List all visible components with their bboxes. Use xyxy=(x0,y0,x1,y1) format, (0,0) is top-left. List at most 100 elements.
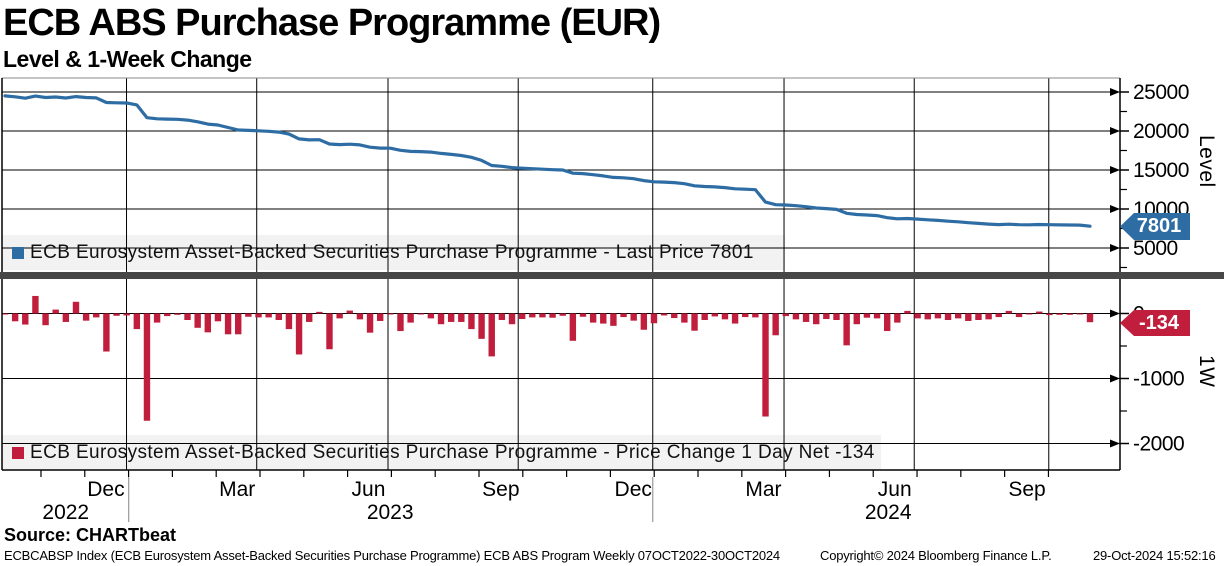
change-bar xyxy=(752,313,759,318)
tick-arrowhead xyxy=(1110,166,1120,174)
change-bar xyxy=(245,313,252,317)
footer-copyright: Copyright© 2024 Bloomberg Finance L.P. xyxy=(820,548,1052,563)
x-month-label: Jun xyxy=(878,478,912,501)
x-month-label: Dec xyxy=(615,478,652,501)
change-bar xyxy=(275,313,282,320)
change-bar xyxy=(721,313,729,320)
change-bar xyxy=(529,313,536,318)
change-bar xyxy=(681,313,688,323)
change-bar xyxy=(802,313,810,322)
change-bar xyxy=(488,313,495,357)
x-month-label: Sep xyxy=(482,478,519,501)
x-month-label: Dec xyxy=(87,478,124,501)
y-tick-label: 5000 xyxy=(1133,237,1178,260)
change-bar xyxy=(579,313,587,317)
tick-arrowhead xyxy=(1110,244,1120,252)
last-change-tag: -134 xyxy=(1120,310,1190,336)
footer-descriptor: ECBCABSP Index (ECB Eurosystem Asset-Bac… xyxy=(4,548,780,563)
page-title: ECB ABS Purchase Programme (EUR) xyxy=(3,2,661,44)
change-bar xyxy=(1056,313,1063,315)
tick-arrowhead xyxy=(1110,127,1120,135)
panel-divider[interactable] xyxy=(0,272,1224,279)
change-bar xyxy=(518,313,526,320)
change-bar xyxy=(336,313,343,319)
y-tick-label: 15000 xyxy=(1133,159,1189,182)
change-legend-label: ECB Eurosystem Asset-Backed Securities P… xyxy=(30,442,875,463)
change-bar xyxy=(944,313,952,320)
change-bar xyxy=(153,313,161,323)
change-bar xyxy=(853,313,860,325)
y-tick-label: 25000 xyxy=(1133,81,1189,104)
change-bar xyxy=(204,313,212,333)
change-bar xyxy=(174,313,181,315)
change-bar xyxy=(458,313,465,322)
change-bar xyxy=(539,313,546,318)
change-bar xyxy=(559,313,566,316)
tick-arrowhead xyxy=(1110,88,1120,96)
change-bar xyxy=(123,313,130,316)
change-bar xyxy=(671,313,678,319)
y-tick-label: 20000 xyxy=(1133,120,1189,143)
tick-arrowhead xyxy=(1110,374,1120,383)
change-bar xyxy=(660,313,668,316)
change-bar xyxy=(255,313,262,318)
change-bar xyxy=(427,313,435,319)
change-bar xyxy=(813,313,820,325)
top-legend-band xyxy=(2,235,785,270)
x-month-label: Jun xyxy=(352,478,386,501)
change-bar xyxy=(32,295,39,314)
change-bar xyxy=(326,313,333,350)
change-bar xyxy=(447,313,455,322)
change-bar xyxy=(630,313,637,321)
x-year-label: 2024 xyxy=(865,501,912,524)
change-bar xyxy=(498,313,506,320)
level-line xyxy=(3,94,1092,228)
change-bar xyxy=(397,313,404,332)
change-bar xyxy=(772,313,779,336)
top-panel-legend[interactable]: ECB Eurosystem Asset-Backed Securities P… xyxy=(12,242,754,264)
change-bar xyxy=(356,313,364,320)
change-bar xyxy=(792,313,800,320)
change-bar xyxy=(376,313,384,321)
change-bar xyxy=(72,301,80,314)
change-bar xyxy=(224,313,232,335)
change-bar xyxy=(113,313,120,316)
footer-datetime: 29-Oct-2024 15:52:16 xyxy=(1093,548,1216,563)
change-bar xyxy=(883,313,891,332)
change-bar xyxy=(11,313,19,322)
change-bar xyxy=(93,313,100,318)
change-bar xyxy=(640,313,648,330)
change-bar xyxy=(701,313,708,320)
change-bar xyxy=(650,313,658,324)
change-bar xyxy=(600,313,607,324)
x-month-label: Sep xyxy=(1008,478,1045,501)
change-bar xyxy=(934,313,942,319)
change-bar xyxy=(833,313,840,320)
change-bar xyxy=(1036,311,1043,314)
change-bar xyxy=(894,313,901,323)
change-bar xyxy=(1046,313,1053,316)
change-bar xyxy=(184,313,191,320)
change-bar xyxy=(762,313,769,417)
change-bar xyxy=(975,313,982,320)
change-series-marker-icon xyxy=(12,447,24,459)
change-bar xyxy=(285,313,293,330)
last-price-tag: 7801 xyxy=(1120,213,1190,240)
change-bar xyxy=(387,313,394,315)
change-bar xyxy=(610,313,617,326)
change-bar xyxy=(1005,310,1013,314)
oneweek-axis-label: 1W xyxy=(1195,355,1218,388)
y-tick-label: -1000 xyxy=(1133,368,1184,391)
change-bar xyxy=(194,313,201,328)
change-bar xyxy=(863,313,871,318)
bottom-panel-legend[interactable]: ECB Eurosystem Asset-Backed Securities P… xyxy=(12,442,875,464)
page-subtitle: Level & 1-Week Change xyxy=(3,46,252,72)
change-bar xyxy=(995,313,1002,318)
change-bar xyxy=(1,313,9,315)
level-series-marker-icon xyxy=(12,247,24,259)
change-bar xyxy=(306,313,313,322)
level-legend-label: ECB Eurosystem Asset-Backed Securities P… xyxy=(30,242,754,263)
change-bar xyxy=(873,313,881,319)
x-month-label: Mar xyxy=(745,478,781,501)
